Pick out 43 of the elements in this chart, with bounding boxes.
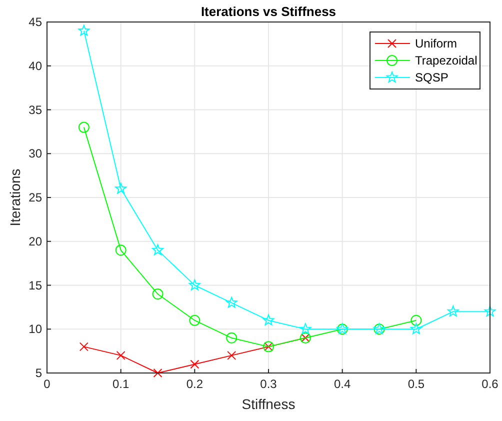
point — [152, 244, 164, 256]
y-tick-label: 45 — [28, 15, 42, 29]
x-tick-label: 0.6 — [482, 377, 499, 391]
point — [227, 350, 236, 360]
y-tick-label: 40 — [28, 58, 42, 73]
point — [262, 314, 274, 326]
x-tick-label: 0.2 — [186, 377, 204, 391]
y-tick-label: 5 — [35, 366, 42, 380]
point — [189, 314, 200, 326]
x-tick-label: 0.5 — [408, 377, 425, 391]
legend-label: Trapezoidal — [415, 54, 478, 68]
point — [78, 24, 90, 36]
point — [484, 306, 496, 317]
x-axis-title: Stiffness — [242, 396, 296, 412]
point — [78, 122, 90, 133]
point — [115, 244, 126, 256]
y-tick-label: 15 — [28, 278, 42, 292]
y-tick-label: 25 — [28, 190, 42, 204]
point — [115, 182, 127, 194]
legend-label: SQSP — [415, 70, 448, 84]
y-tick-label: 35 — [28, 102, 42, 117]
point — [188, 279, 200, 290]
point — [447, 306, 459, 317]
y-tick-label: 20 — [28, 234, 42, 248]
point — [410, 314, 422, 326]
point — [410, 323, 422, 334]
x-tick-label: 0.4 — [334, 377, 351, 391]
point — [116, 350, 126, 360]
legend-label: Uniform — [415, 36, 458, 50]
chart-title: Iterations vs Stiffness — [200, 4, 336, 19]
point — [226, 296, 238, 308]
point — [190, 360, 200, 369]
point — [79, 342, 88, 352]
y-axis-title: Iterations — [7, 168, 23, 226]
point — [152, 288, 164, 300]
x-tick-label: 0.3 — [260, 377, 278, 391]
point — [300, 323, 312, 334]
point — [226, 332, 238, 344]
point — [153, 368, 162, 378]
x-tick-label: 0.1 — [112, 377, 130, 391]
x-tick-label: 0 — [44, 377, 51, 391]
y-tick-label: 30 — [28, 146, 42, 161]
y-tick-label: 10 — [28, 322, 42, 336]
